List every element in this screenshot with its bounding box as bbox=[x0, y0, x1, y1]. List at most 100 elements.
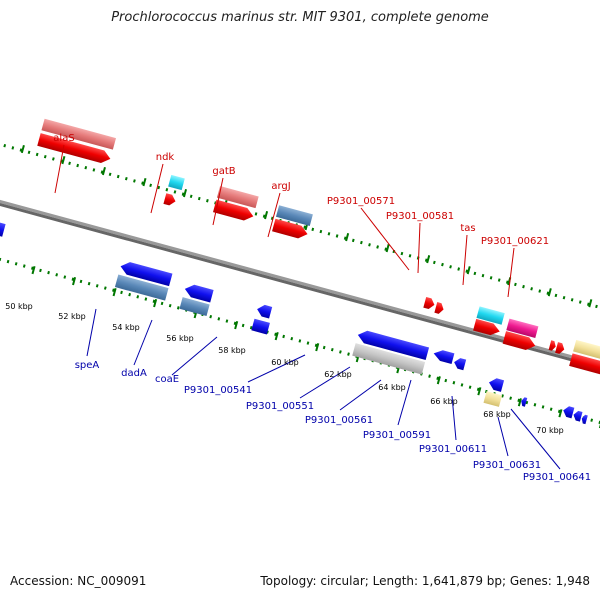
major-tick-mark bbox=[112, 287, 117, 297]
kbp-tick-label: 66 kbp bbox=[430, 397, 458, 406]
gene-glyph bbox=[476, 306, 505, 325]
major-tick-mark bbox=[547, 288, 552, 297]
forward-gene-label: tas bbox=[460, 223, 475, 234]
forward-leader-line bbox=[507, 247, 515, 298]
reverse-leader-line bbox=[133, 319, 153, 366]
minor-tick-mark bbox=[452, 381, 456, 385]
minor-tick-mark bbox=[400, 251, 404, 256]
minor-tick-mark bbox=[468, 385, 472, 389]
forward-leader-line bbox=[150, 163, 164, 214]
forward-gene-label: ndk bbox=[156, 152, 175, 163]
minor-tick-mark bbox=[590, 418, 594, 422]
minor-tick-mark bbox=[11, 146, 15, 150]
forward-gene-label: P9301_00571 bbox=[327, 196, 395, 207]
minor-tick-mark bbox=[47, 270, 50, 275]
minor-tick-mark bbox=[173, 190, 177, 194]
minor-tick-mark bbox=[95, 284, 99, 288]
minor-tick-mark bbox=[35, 152, 39, 157]
kbp-tick-label: 58 kbp bbox=[218, 346, 246, 355]
minor-tick-mark bbox=[554, 293, 558, 298]
gene-glyph bbox=[506, 318, 539, 339]
minor-tick-mark bbox=[136, 295, 140, 299]
kbp-tick-label: 56 kbp bbox=[166, 334, 194, 343]
major-tick-mark bbox=[153, 298, 158, 308]
minor-tick-mark bbox=[449, 265, 452, 269]
gene-glyph bbox=[433, 350, 455, 364]
minor-tick-mark bbox=[39, 268, 42, 273]
minor-tick-mark bbox=[595, 304, 598, 309]
reverse-gene-label: P9301_00591 bbox=[363, 430, 431, 441]
gene-glyph bbox=[179, 297, 210, 317]
forward-gene-label: P9301_00621 bbox=[481, 236, 549, 247]
minor-tick-mark bbox=[368, 243, 371, 247]
gene-glyph bbox=[163, 193, 176, 206]
gene-glyph bbox=[502, 331, 536, 350]
major-tick-mark bbox=[426, 255, 431, 264]
gene-glyph bbox=[357, 330, 430, 361]
minor-tick-mark bbox=[509, 396, 512, 400]
major-tick-mark bbox=[142, 177, 147, 187]
reverse-gene-label: P9301_00551 bbox=[246, 401, 314, 412]
kbp-tick-label: 70 kbp bbox=[536, 426, 564, 435]
major-tick-mark bbox=[588, 299, 593, 308]
minor-tick-mark bbox=[6, 259, 10, 264]
gene-glyph bbox=[184, 284, 214, 303]
minor-tick-mark bbox=[14, 262, 18, 266]
minor-tick-mark bbox=[87, 281, 91, 286]
minor-tick-mark bbox=[189, 194, 193, 199]
minor-tick-mark bbox=[347, 352, 350, 356]
gene-glyph bbox=[555, 342, 565, 354]
forward-leader-line bbox=[417, 222, 421, 274]
minor-tick-mark bbox=[128, 292, 132, 297]
minor-tick-mark bbox=[197, 196, 201, 201]
minor-tick-mark bbox=[408, 254, 412, 258]
gene-glyph bbox=[257, 304, 273, 319]
reverse-leader-line bbox=[86, 308, 97, 357]
minor-tick-mark bbox=[68, 161, 71, 166]
minor-tick-mark bbox=[168, 303, 172, 308]
minor-tick-mark bbox=[460, 383, 464, 387]
topology-label: Topology: circular; Length: 1,641,879 bp… bbox=[260, 574, 590, 588]
gene-glyph bbox=[488, 378, 505, 392]
reverse-leader-line bbox=[397, 379, 412, 426]
minor-tick-mark bbox=[501, 394, 504, 398]
minor-tick-mark bbox=[108, 172, 112, 177]
minor-tick-mark bbox=[165, 188, 169, 192]
minor-tick-mark bbox=[22, 264, 26, 268]
label-leader-lines bbox=[54, 144, 561, 470]
gene-glyph bbox=[473, 318, 500, 336]
forward-gene-label: P9301_00581 bbox=[386, 211, 454, 222]
major-tick-mark bbox=[101, 166, 106, 176]
minor-tick-mark bbox=[120, 290, 123, 295]
minor-tick-mark bbox=[43, 154, 47, 159]
reverse-gene-label: dadA bbox=[121, 368, 147, 379]
major-tick-mark bbox=[274, 332, 279, 341]
major-tick-mark bbox=[72, 276, 77, 286]
minor-tick-mark bbox=[27, 150, 31, 155]
kbp-tick-label: 68 kbp bbox=[483, 410, 511, 419]
minor-tick-mark bbox=[176, 306, 180, 310]
major-tick-mark bbox=[61, 155, 66, 165]
kbp-tick-label: 62 kbp bbox=[324, 370, 352, 379]
minor-tick-mark bbox=[52, 157, 55, 161]
reverse-gene-label: P9301_00641 bbox=[523, 472, 591, 483]
reverse-leader-line bbox=[339, 379, 382, 411]
minor-tick-mark bbox=[206, 199, 209, 203]
gene-glyph bbox=[41, 118, 117, 150]
minor-tick-mark bbox=[157, 185, 161, 190]
minor-tick-mark bbox=[549, 407, 553, 411]
major-tick-mark bbox=[436, 376, 441, 385]
major-tick-mark bbox=[20, 144, 25, 154]
genome-backbone bbox=[0, 182, 600, 389]
minor-tick-mark bbox=[160, 301, 164, 306]
gene-features bbox=[0, 118, 600, 425]
minor-tick-mark bbox=[79, 279, 83, 284]
gene-glyph bbox=[168, 174, 185, 191]
major-tick-mark bbox=[31, 265, 36, 275]
gene-glyph bbox=[114, 274, 169, 301]
reverse-leader-line bbox=[510, 408, 561, 470]
forward-leader-line bbox=[462, 234, 468, 286]
minor-tick-mark bbox=[351, 238, 355, 243]
minor-tick-mark bbox=[330, 347, 334, 352]
